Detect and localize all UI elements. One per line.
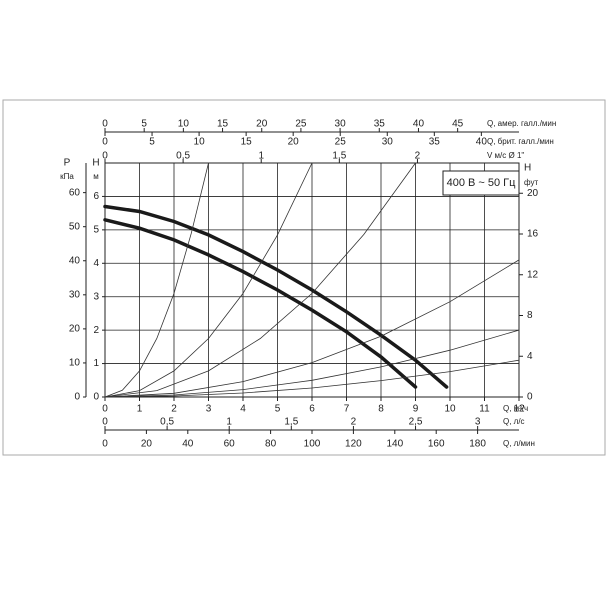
p-tick-label: 30: [69, 289, 81, 300]
ft-tick-label: 16: [527, 229, 539, 240]
top-tick-label: 10: [194, 137, 206, 148]
bottom-tick-label: 60: [224, 439, 236, 450]
bottom-tick-label: 80: [265, 439, 277, 450]
top-tick-label: 0: [102, 119, 108, 130]
top-tick-label: 1,5: [332, 151, 346, 162]
x-tick-label: 5: [275, 404, 281, 415]
y-tick-label: 4: [93, 258, 99, 269]
x-tick-label: 12: [513, 404, 525, 415]
annotation: 400 В ~ 50 Гц: [447, 177, 517, 189]
x-tick-label: 11: [479, 404, 490, 415]
bottom-tick-label: 2: [351, 417, 357, 428]
ft-axis-label: H: [524, 163, 531, 174]
ft-tick-label: 0: [527, 392, 533, 403]
top-tick-label: 5: [149, 137, 155, 148]
top-tick-label: 0: [102, 151, 108, 162]
bottom-tick-label: 1: [226, 417, 232, 428]
top-tick-label: 25: [335, 137, 347, 148]
x-tick-label: 8: [378, 404, 384, 415]
bottom-tick-label: 1,5: [284, 417, 298, 428]
curve: [104, 259, 520, 398]
p-axis-unit: кПа: [60, 172, 74, 181]
y-tick-label: 2: [93, 325, 99, 336]
x-tick-label: 7: [344, 404, 350, 415]
top-tick-label: 10: [178, 119, 190, 130]
top-tick-label: 25: [295, 119, 307, 130]
top-tick-label: 45: [452, 119, 464, 130]
y-axis-unit: м: [93, 172, 99, 181]
p-axis-label: P: [64, 158, 71, 169]
y-tick-label: 0: [93, 392, 99, 403]
top-tick-label: 20: [256, 119, 268, 130]
top-tick-label: 35: [429, 137, 441, 148]
bottom-tick-label: 40: [182, 439, 194, 450]
x-tick-label: 4: [240, 404, 246, 415]
x-tick-label: 2: [171, 404, 177, 415]
p-tick-label: 0: [74, 392, 80, 403]
curve: [104, 359, 520, 398]
top-tick-label: 15: [241, 137, 253, 148]
p-tick-label: 10: [69, 358, 81, 369]
ft-tick-label: 8: [527, 310, 533, 321]
top-axis-label: Q, брит. галл./мин: [487, 137, 554, 146]
x-axis-label: Q, м³/ч: [503, 404, 528, 413]
bottom-tick-label: 100: [304, 439, 321, 450]
x-tick-label: 1: [137, 404, 143, 415]
bottom-tick-label: 140: [386, 439, 403, 450]
ft-tick-label: 12: [527, 269, 539, 280]
top-axis-label: V м/с Ø 1": [487, 151, 524, 160]
p-tick-label: 20: [69, 324, 81, 335]
top-tick-label: 15: [217, 119, 229, 130]
ft-tick-label: 20: [527, 188, 539, 199]
p-tick-label: 40: [69, 255, 81, 266]
top-axis-label: Q, амер. галл./мин: [487, 119, 556, 128]
top-tick-label: 5: [141, 119, 147, 130]
bottom-tick-label: 2,5: [409, 417, 423, 428]
x-tick-label: 3: [206, 404, 212, 415]
bottom-tick-label: 0,5: [160, 417, 174, 428]
curve: [104, 162, 313, 398]
bottom-tick-label: 0: [102, 439, 108, 450]
p-tick-label: 50: [69, 221, 81, 232]
top-tick-label: 1: [258, 151, 264, 162]
bottom-tick-label: 160: [428, 439, 445, 450]
ft-tick-label: 4: [527, 351, 533, 362]
bottom-tick-label: 120: [345, 439, 362, 450]
curve: [104, 162, 209, 398]
curve: [103, 204, 449, 389]
y-axis-label: H: [92, 158, 99, 169]
top-tick-label: 30: [335, 119, 347, 130]
x-tick-label: 0: [102, 404, 108, 415]
bottom-tick-label: 180: [469, 439, 486, 450]
top-tick-label: 40: [413, 119, 425, 130]
y-tick-label: 5: [93, 224, 99, 235]
top-tick-label: 35: [374, 119, 386, 130]
annotation-box: [442, 170, 520, 196]
curve: [103, 218, 418, 389]
bottom-axis-label: Q, л/с: [503, 417, 525, 426]
bottom-axis-label: Q, л/мин: [503, 439, 535, 448]
ft-axis-unit: фут: [524, 178, 538, 187]
top-tick-label: 40: [476, 137, 488, 148]
top-tick-label: 20: [288, 137, 300, 148]
curve: [104, 162, 416, 398]
top-tick-label: 0: [102, 137, 108, 148]
frame: [2, 99, 606, 456]
p-tick-label: 60: [69, 187, 81, 198]
x-tick-label: 10: [444, 404, 456, 415]
curve: [104, 329, 520, 398]
bottom-tick-label: 20: [141, 439, 153, 450]
x-tick-label: 9: [413, 404, 419, 415]
y-tick-label: 1: [93, 358, 99, 369]
bottom-tick-label: 0: [102, 417, 108, 428]
x-tick-label: 6: [309, 404, 315, 415]
top-tick-label: 30: [382, 137, 394, 148]
y-tick-label: 6: [93, 191, 99, 202]
top-tick-label: 0,5: [176, 151, 190, 162]
bottom-tick-label: 3: [475, 417, 481, 428]
y-tick-label: 3: [93, 291, 99, 302]
top-tick-label: 2: [415, 151, 421, 162]
